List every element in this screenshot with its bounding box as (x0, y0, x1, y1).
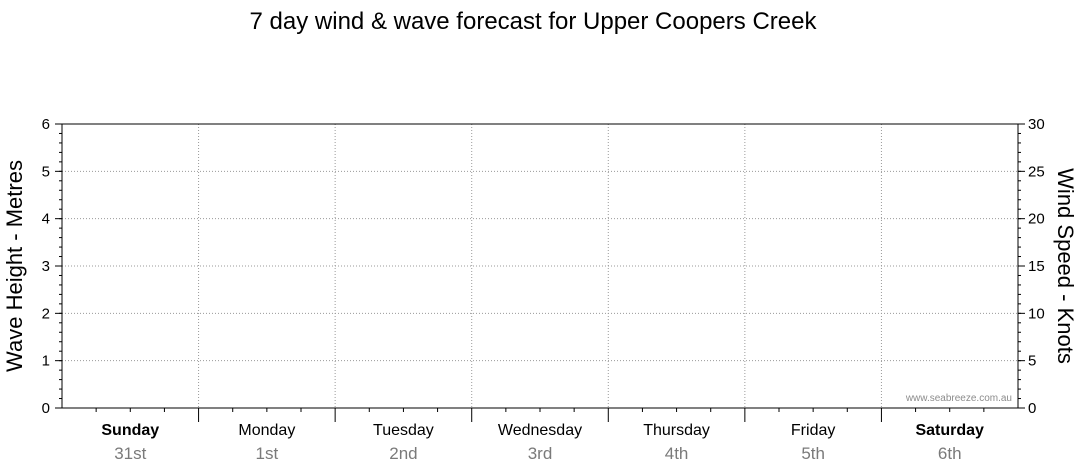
day-label: Friday (791, 422, 835, 439)
right-tick-label: 0 (1028, 400, 1036, 417)
right-tick-label: 25 (1028, 163, 1045, 180)
date-label: 31st (114, 444, 146, 463)
right-axis-title: Wind Speed - Knots (1053, 168, 1078, 364)
day-label: Thursday (643, 422, 710, 439)
date-label: 5th (801, 444, 825, 463)
day-label: Tuesday (373, 422, 434, 439)
watermark: www.seabreeze.com.au (905, 393, 1012, 404)
date-label: 3rd (528, 444, 553, 463)
left-tick-label: 5 (42, 163, 50, 180)
chart-title: 7 day wind & wave forecast for Upper Coo… (250, 8, 818, 35)
date-label: 2nd (389, 444, 417, 463)
grid-lines (62, 124, 1018, 408)
left-tick-label: 1 (42, 353, 50, 370)
left-axis: 0 1 2 3 4 5 6 (42, 116, 62, 417)
left-tick-label: 6 (42, 116, 50, 133)
right-tick-label: 30 (1028, 116, 1045, 133)
day-label: Sunday (101, 422, 159, 439)
right-axis: 0 5 10 15 20 25 30 (1018, 116, 1045, 417)
day-label: Saturday (915, 422, 984, 439)
left-tick-label: 0 (42, 400, 50, 417)
right-tick-label: 10 (1028, 305, 1045, 322)
date-label: 6th (938, 444, 962, 463)
date-label: 1st (256, 444, 279, 463)
right-tick-label: 20 (1028, 211, 1045, 228)
left-axis-title: Wave Height - Metres (2, 160, 27, 372)
right-tick-label: 5 (1028, 353, 1036, 370)
left-tick-label: 4 (42, 211, 50, 228)
x-axis: Sunday 31st Monday 1st Tuesday 2nd Wednesday 3r… (95, 408, 985, 463)
right-tick-label: 15 (1028, 258, 1045, 275)
left-tick-label: 2 (42, 305, 50, 322)
day-label: Wednesday (498, 422, 582, 439)
date-label: 4th (665, 444, 689, 463)
left-tick-label: 3 (42, 258, 50, 275)
day-label: Monday (238, 422, 295, 439)
